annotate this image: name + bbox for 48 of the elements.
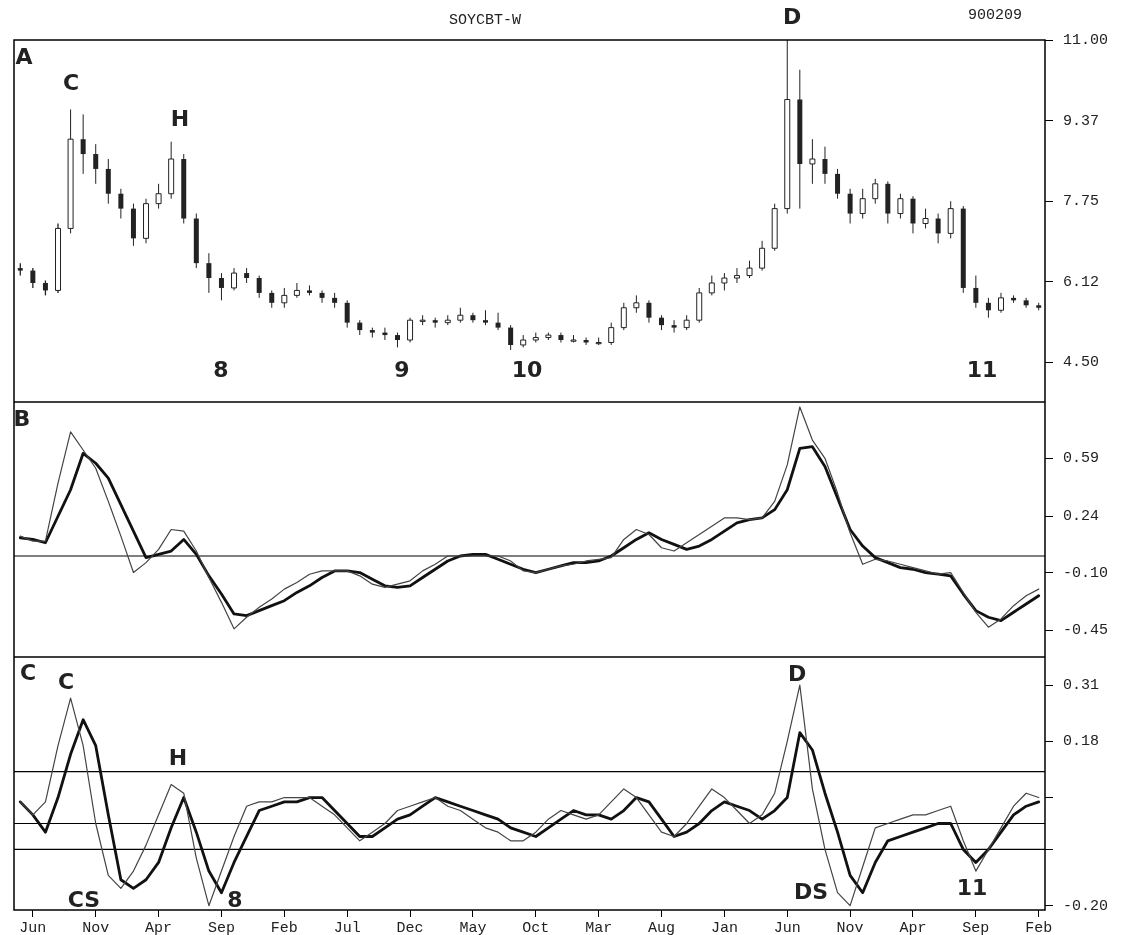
y-tick-label: -0.20: [1063, 897, 1109, 915]
y-tick-label: 11.00: [1063, 31, 1109, 49]
y-tick-label: 0.18: [1063, 733, 1100, 751]
y-tick-label: 4.50: [1063, 354, 1100, 372]
y-tick-label: 0.31: [1063, 677, 1100, 695]
x-tick-label: Feb: [1025, 919, 1053, 935]
annotation: 8: [227, 886, 243, 912]
text: D: [782, 3, 802, 29]
annotation: DS: [793, 878, 829, 904]
x-tick-label: Jun: [19, 919, 47, 935]
y-tick-label: 6.12: [1063, 273, 1100, 291]
x-tick-label: Jul: [333, 919, 361, 935]
x-tick-label: Feb: [270, 919, 298, 935]
y-tick-label: -0.10: [1063, 564, 1109, 582]
x-tick-label: Sep: [207, 919, 235, 935]
annotation: 11: [966, 356, 998, 382]
x-tick-label: Oct: [522, 919, 550, 935]
annotation: 11: [956, 874, 988, 900]
y-tick-label: 0.59: [1063, 450, 1100, 468]
x-tick-label: Apr: [145, 919, 173, 935]
chart-title: SOYCBT-W: [448, 11, 522, 29]
x-tick-label: Nov: [836, 919, 864, 935]
x-tick-label: Apr: [899, 919, 927, 935]
x-tick-label: Nov: [82, 919, 110, 935]
x-tick-label: Sep: [962, 919, 990, 935]
annotation: C: [62, 69, 80, 95]
annotation: 9: [394, 356, 410, 382]
annotation: 8: [213, 356, 229, 382]
x-tick-label: Mar: [585, 919, 613, 935]
annotation: C: [19, 659, 37, 685]
x-tick-label: Jun: [773, 919, 801, 935]
y-tick-label: 9.37: [1063, 112, 1100, 130]
y-tick-label: -0.45: [1063, 622, 1109, 640]
annotation: H: [168, 744, 188, 770]
annotation: C: [57, 668, 75, 694]
y-tick-label: 0.24: [1063, 508, 1100, 526]
x-tick-label: May: [459, 919, 487, 935]
annotation: B: [13, 405, 31, 431]
x-tick-label: Jan: [710, 919, 738, 935]
annotation: 10: [511, 356, 543, 382]
text: 900209: [967, 6, 1023, 24]
x-tick-label: Aug: [648, 919, 676, 935]
x-tick-label: Dec: [396, 919, 424, 935]
annotation: CS: [67, 886, 101, 912]
annotation: A: [15, 43, 33, 69]
annotation: H: [170, 105, 190, 131]
annotation: D: [787, 660, 807, 686]
y-tick-label: 7.75: [1063, 193, 1100, 211]
